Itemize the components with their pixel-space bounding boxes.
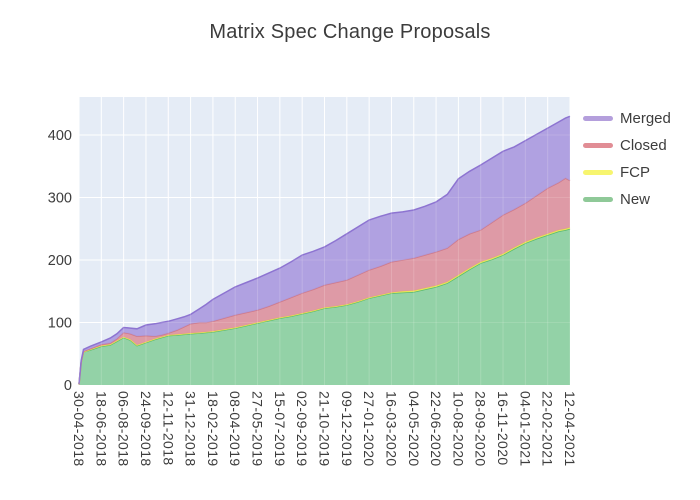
y-axis-labels: 0 100 200 300 400: [48, 128, 72, 394]
legend-item-merged[interactable]: Merged: [583, 105, 671, 132]
area-band-merged: [79, 116, 570, 385]
area-line-merged: [78, 115, 571, 384]
x-tick-label: 08-04-2019: [227, 391, 243, 467]
x-tick-label: 22-06-2020: [428, 391, 444, 467]
fcp-swatch-icon: [583, 170, 613, 175]
x-tick-label: 27-05-2019: [250, 391, 266, 467]
legend-label-merged: Merged: [620, 110, 671, 127]
legend-item-new[interactable]: New: [583, 186, 671, 213]
legend: Merged Closed FCP New: [583, 105, 671, 213]
closed-swatch-icon: [583, 143, 613, 148]
x-tick-label: 12-04-2021: [562, 391, 578, 467]
x-tick-label: 06-08-2018: [116, 391, 132, 467]
x-tick-label: 18-02-2019: [205, 391, 221, 467]
merged-swatch-icon: [583, 116, 613, 121]
x-tick-label: 27-01-2020: [361, 391, 377, 467]
x-tick-label: 18-06-2018: [93, 391, 109, 467]
legend-item-closed[interactable]: Closed: [583, 132, 671, 159]
x-tick-label: 10-08-2020: [450, 391, 466, 467]
x-tick-label: 04-01-2021: [517, 391, 533, 467]
x-tick-label: 15-07-2019: [272, 391, 288, 467]
legend-label-fcp: FCP: [620, 164, 650, 181]
legend-label-new: New: [620, 191, 651, 208]
y-tick-label: 0: [64, 378, 72, 394]
legend-item-fcp[interactable]: FCP: [583, 159, 671, 186]
gridline-overlay: [78, 97, 571, 385]
y-tick-label: 400: [48, 128, 72, 144]
area-bands: [78, 115, 571, 385]
x-tick-label: 16-03-2020: [383, 391, 399, 467]
chart-title: Matrix Spec Change Proposals: [209, 21, 491, 43]
x-tick-label: 09-12-2019: [339, 391, 355, 467]
x-tick-label: 28-09-2020: [473, 391, 489, 467]
x-tick-label: 30-04-2018: [71, 391, 87, 467]
x-tick-label: 16-11-2020: [495, 391, 511, 466]
y-tick-label: 200: [48, 253, 72, 269]
x-tick-label: 22-02-2021: [540, 391, 556, 467]
x-axis-labels: 30-04-2018 18-06-2018 06-08-2018 24-09-2018…: [71, 391, 578, 467]
y-tick-label: 300: [48, 191, 72, 207]
area-band-new: [79, 228, 570, 385]
x-tick-label: 04-05-2020: [406, 391, 422, 467]
x-tick-label: 02-09-2019: [294, 391, 310, 467]
x-tick-label: 31-12-2018: [183, 391, 199, 467]
legend-label-closed: Closed: [620, 137, 667, 154]
x-tick-label: 21-10-2019: [317, 391, 333, 467]
new-swatch-icon: [583, 197, 613, 202]
x-tick-label: 12-11-2018: [160, 391, 176, 466]
y-tick-label: 100: [48, 316, 72, 332]
x-tick-label: 24-09-2018: [138, 391, 154, 467]
